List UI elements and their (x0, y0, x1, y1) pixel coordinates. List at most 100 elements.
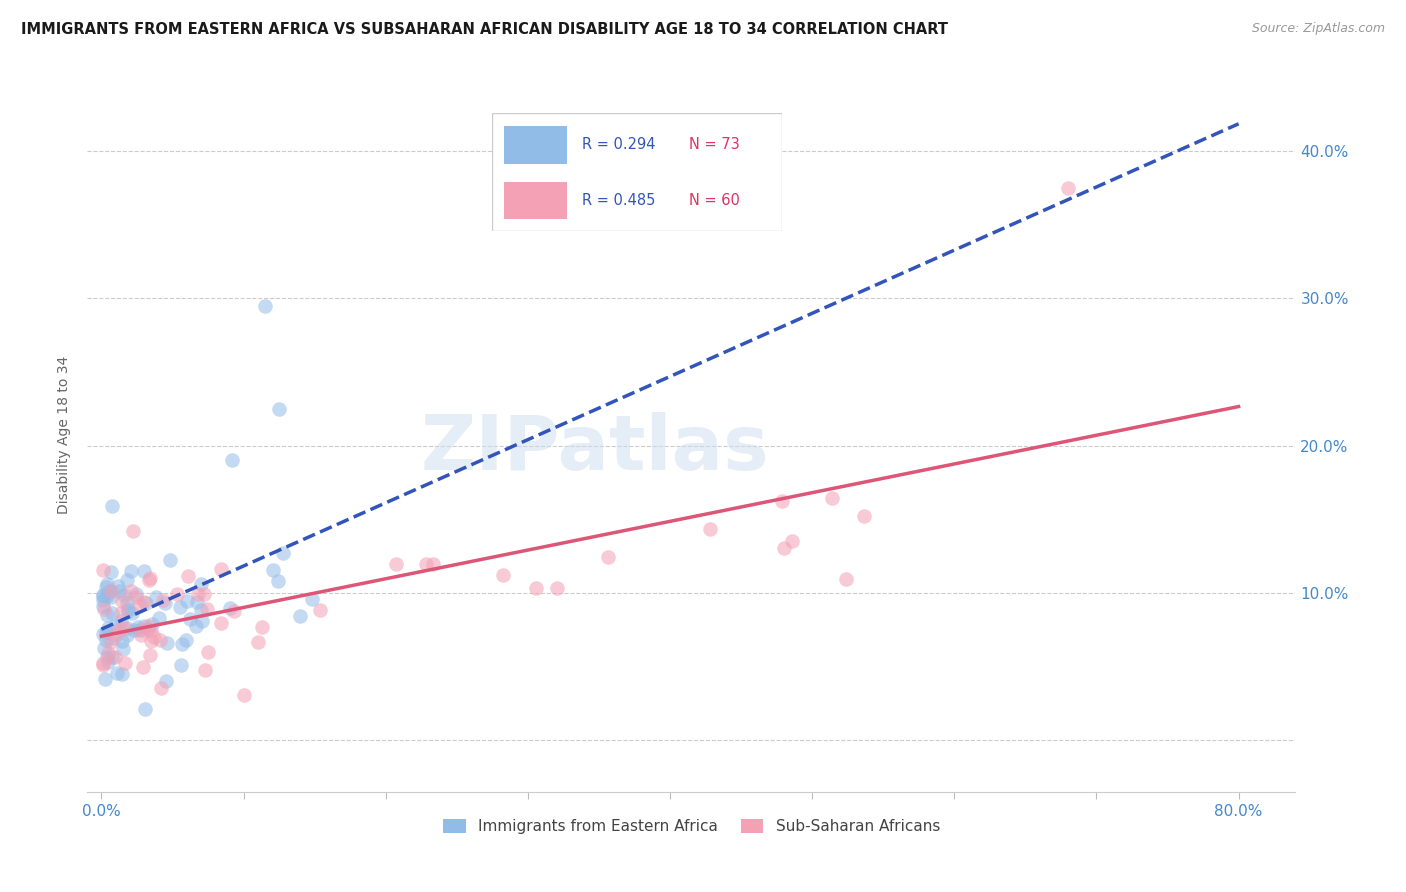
Point (179, 612, 201, 626)
Point (120, 564, 142, 578)
Point (190, 577, 212, 591)
Point (224, 604, 246, 618)
Point (267, 574, 290, 589)
Point (271, 546, 294, 560)
Point (132, 624, 155, 638)
Point (91, 627, 114, 641)
Point (186, 595, 208, 609)
Point (221, 453, 243, 467)
Point (232, 689, 254, 703)
Point (111, 594, 134, 608)
Point (301, 592, 323, 607)
Point (94, 581, 117, 595)
Point (100, 583, 122, 598)
Point (93, 602, 115, 616)
Point (103, 631, 125, 645)
Point (97, 621, 120, 635)
Point (97, 646, 120, 660)
Point (128, 624, 150, 638)
Point (117, 602, 139, 616)
Point (546, 581, 568, 595)
Point (96, 590, 118, 604)
Point (97, 655, 120, 669)
Point (96, 633, 118, 648)
Point (526, 581, 548, 595)
Point (117, 628, 139, 642)
Point (91, 658, 114, 673)
Point (176, 594, 198, 608)
Point (129, 628, 152, 642)
Point (111, 642, 134, 657)
Point (107, 579, 129, 593)
Point (132, 660, 155, 674)
Point (770, 494, 793, 508)
Point (187, 586, 209, 600)
Point (91, 599, 114, 614)
Point (111, 667, 134, 681)
Point (91, 589, 114, 603)
Point (209, 615, 232, 630)
Point (114, 656, 136, 670)
Point (211, 562, 233, 576)
Point (491, 568, 513, 582)
Point (415, 557, 437, 571)
Point (96, 577, 118, 591)
Point (98, 583, 121, 598)
Point (138, 648, 160, 662)
Legend: Immigrants from Eastern Africa, Sub-Saharan Africans: Immigrants from Eastern Africa, Sub-Saha… (443, 819, 941, 834)
Point (110, 606, 132, 620)
Point (111, 633, 134, 648)
Point (96, 650, 118, 665)
Point (93, 641, 115, 656)
Point (91, 656, 114, 670)
Point (288, 608, 311, 623)
Point (148, 611, 170, 625)
Text: ZIPatlas: ZIPatlas (420, 412, 769, 486)
Point (91, 563, 114, 577)
Point (145, 590, 167, 604)
Point (195, 602, 218, 616)
Point (190, 603, 212, 617)
Point (190, 614, 212, 628)
Point (170, 658, 193, 673)
Point (262, 563, 284, 577)
Point (107, 665, 129, 680)
Point (139, 571, 162, 585)
Point (596, 549, 619, 564)
Point (150, 681, 173, 695)
Point (132, 595, 155, 609)
Point (166, 587, 188, 601)
Point (250, 620, 273, 634)
Point (107, 583, 129, 598)
Point (246, 635, 269, 649)
Point (94, 673, 117, 687)
Point (385, 557, 408, 571)
Point (104, 649, 127, 664)
Text: IMMIGRANTS FROM EASTERN AFRICA VS SUBSAHARAN AFRICAN DISABILITY AGE 18 TO 34 COR: IMMIGRANTS FROM EASTERN AFRICA VS SUBSAH… (21, 22, 948, 37)
Point (120, 584, 142, 599)
Point (155, 596, 177, 610)
Point (100, 499, 122, 513)
Point (127, 620, 149, 634)
Point (197, 645, 219, 659)
Point (100, 606, 122, 620)
Point (253, 299, 276, 313)
Point (138, 622, 160, 636)
Point (835, 572, 858, 586)
Point (422, 557, 444, 571)
Point (122, 524, 145, 538)
Point (101, 649, 124, 664)
Point (132, 619, 155, 633)
Point (104, 619, 127, 633)
Point (91, 588, 114, 602)
Point (699, 522, 721, 536)
Text: Source: ZipAtlas.com: Source: ZipAtlas.com (1251, 22, 1385, 36)
Point (117, 604, 139, 618)
Point (125, 587, 148, 601)
Point (115, 621, 138, 635)
Point (170, 637, 193, 651)
Point (134, 702, 156, 716)
Point (159, 553, 181, 567)
Point (132, 565, 155, 579)
Point (135, 596, 157, 610)
